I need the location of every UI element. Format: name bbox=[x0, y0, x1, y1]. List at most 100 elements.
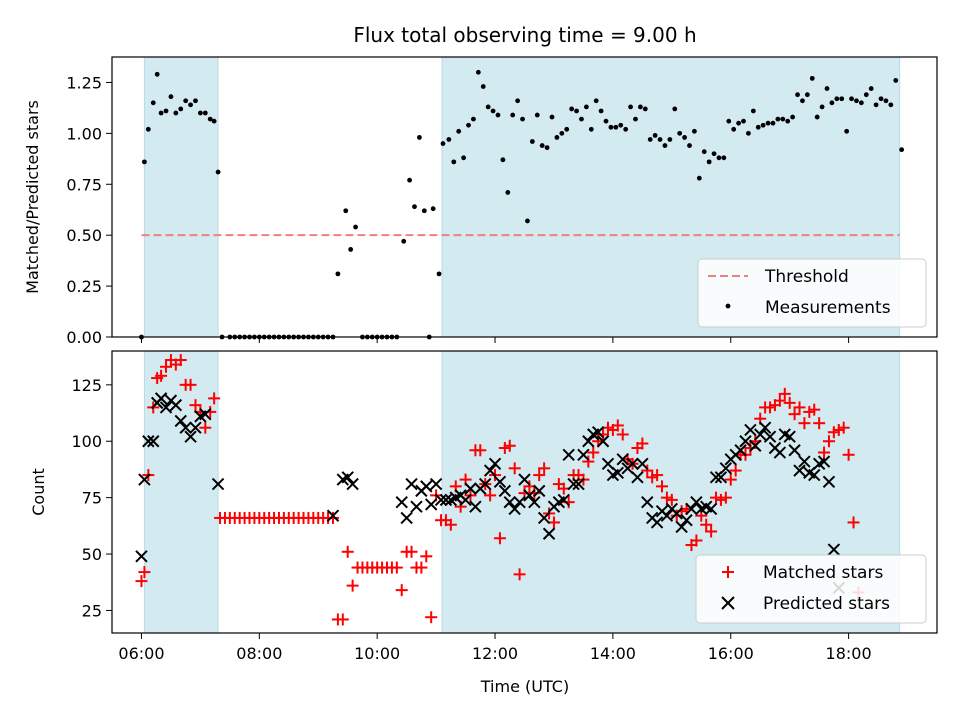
measurement-point bbox=[569, 106, 575, 112]
predicted-star-point bbox=[159, 401, 173, 414]
predicted-star-point bbox=[174, 414, 187, 428]
predicted-star-point bbox=[596, 435, 610, 448]
measurement-point bbox=[775, 116, 781, 122]
top-plot-frame bbox=[111, 56, 938, 338]
matched-star-point bbox=[508, 462, 521, 475]
matched-star-point bbox=[390, 561, 403, 574]
matched-star-point bbox=[208, 392, 221, 405]
y-tick-label: 1.00 bbox=[66, 124, 102, 143]
predicted-star-point bbox=[523, 489, 536, 502]
predicted-star-point bbox=[572, 477, 585, 491]
predicted-star-point bbox=[199, 407, 212, 421]
measurement-point bbox=[158, 110, 164, 116]
predicted-star-point bbox=[611, 466, 625, 480]
predicted-star-point bbox=[142, 435, 155, 448]
measurement-point bbox=[849, 96, 854, 102]
matched-star-point bbox=[798, 417, 811, 430]
measurement-point bbox=[495, 112, 501, 118]
measurement-point bbox=[207, 116, 213, 122]
y-tick-label: 75 bbox=[82, 489, 102, 508]
matched-star-point bbox=[729, 464, 742, 477]
predicted-star-point bbox=[704, 502, 718, 516]
predicted-star-point bbox=[138, 473, 151, 486]
measurement-point bbox=[637, 104, 643, 110]
measurement-point bbox=[412, 204, 417, 210]
measurement-point bbox=[500, 157, 506, 163]
predicted-star-point bbox=[483, 464, 497, 477]
y-tick-label: 1.25 bbox=[66, 73, 102, 92]
matched-star-point bbox=[788, 408, 801, 421]
measurement-point bbox=[598, 108, 604, 114]
legend-threshold-label: Threshold bbox=[764, 267, 849, 287]
matched-star-point bbox=[656, 480, 668, 493]
measurement-point bbox=[844, 128, 850, 134]
predicted-star-point bbox=[498, 484, 512, 498]
matched-star-point bbox=[783, 396, 796, 409]
y-tick-label: 0.25 bbox=[66, 277, 102, 296]
top-legend: Threshold Measurements bbox=[697, 258, 927, 328]
legend-predicted-label: Predicted stars bbox=[763, 594, 890, 614]
measurement-point bbox=[173, 110, 179, 116]
matched-star-point bbox=[189, 399, 202, 412]
measurement-point bbox=[549, 114, 555, 120]
measurement-point bbox=[183, 98, 189, 104]
matched-star-point bbox=[837, 421, 850, 434]
predicted-star-point bbox=[631, 471, 644, 484]
measurement-point bbox=[834, 96, 840, 102]
measurement-point bbox=[667, 137, 673, 142]
measurement-point bbox=[505, 190, 511, 195]
measurement-point bbox=[804, 92, 810, 98]
measurement-point bbox=[461, 155, 467, 161]
measurement-point bbox=[446, 137, 452, 142]
matched-star-point bbox=[336, 613, 349, 626]
matched-star-point bbox=[842, 448, 855, 461]
predicted-star-point bbox=[675, 520, 688, 534]
measurement-point bbox=[878, 96, 884, 102]
matched-star-point bbox=[474, 444, 487, 457]
measurement-point bbox=[750, 108, 756, 114]
measurement-point bbox=[770, 120, 776, 126]
measurement-point bbox=[795, 92, 800, 98]
matched-star-point bbox=[719, 491, 732, 504]
predicted-star-point bbox=[508, 502, 521, 516]
predicted-star-point bbox=[464, 482, 477, 495]
predicted-star-point bbox=[518, 473, 531, 486]
predicted-star-point bbox=[503, 495, 516, 509]
predicted-star-point bbox=[660, 509, 674, 522]
measurement-point bbox=[401, 238, 407, 244]
predicted-star-point bbox=[189, 421, 202, 434]
top-panel: 0.00 0.25 0.50 0.75 1.00 1.25 Matched/Predict… bbox=[23, 56, 938, 347]
measurement-point bbox=[746, 130, 751, 136]
predicted-star-point bbox=[528, 495, 541, 509]
matched-star-point bbox=[690, 534, 703, 547]
predicted-star-point bbox=[135, 550, 148, 563]
measurement-point bbox=[893, 78, 899, 83]
measurement-point bbox=[211, 118, 217, 124]
predicted-star-point bbox=[739, 435, 752, 448]
predicted-star-point bbox=[793, 464, 806, 477]
measurement-point bbox=[873, 102, 879, 108]
measurement-point bbox=[163, 108, 169, 114]
measurement-point bbox=[343, 208, 349, 214]
measurement-point bbox=[348, 247, 354, 252]
predicted-star-point bbox=[788, 444, 801, 457]
predicted-star-point bbox=[601, 457, 615, 471]
predicted-star-point bbox=[434, 493, 448, 507]
measurement-point bbox=[785, 118, 791, 124]
x-tick-label: 10:00 bbox=[354, 644, 400, 663]
measurement-point bbox=[215, 169, 221, 175]
predicted-star-point bbox=[817, 455, 831, 468]
predicted-star-point bbox=[429, 477, 443, 491]
measurement-point bbox=[824, 86, 830, 91]
measurement-point bbox=[421, 208, 427, 214]
predicted-star-point bbox=[488, 457, 502, 471]
measurement-point bbox=[765, 120, 771, 126]
matched-star-point bbox=[503, 439, 516, 452]
matched-star-point bbox=[651, 469, 664, 482]
predicted-star-point bbox=[709, 471, 723, 484]
measurement-point bbox=[554, 135, 560, 140]
matched-star-point bbox=[160, 360, 173, 373]
measurement-point bbox=[706, 159, 712, 165]
matched-star-point bbox=[444, 518, 457, 531]
matched-star-point bbox=[587, 446, 600, 459]
